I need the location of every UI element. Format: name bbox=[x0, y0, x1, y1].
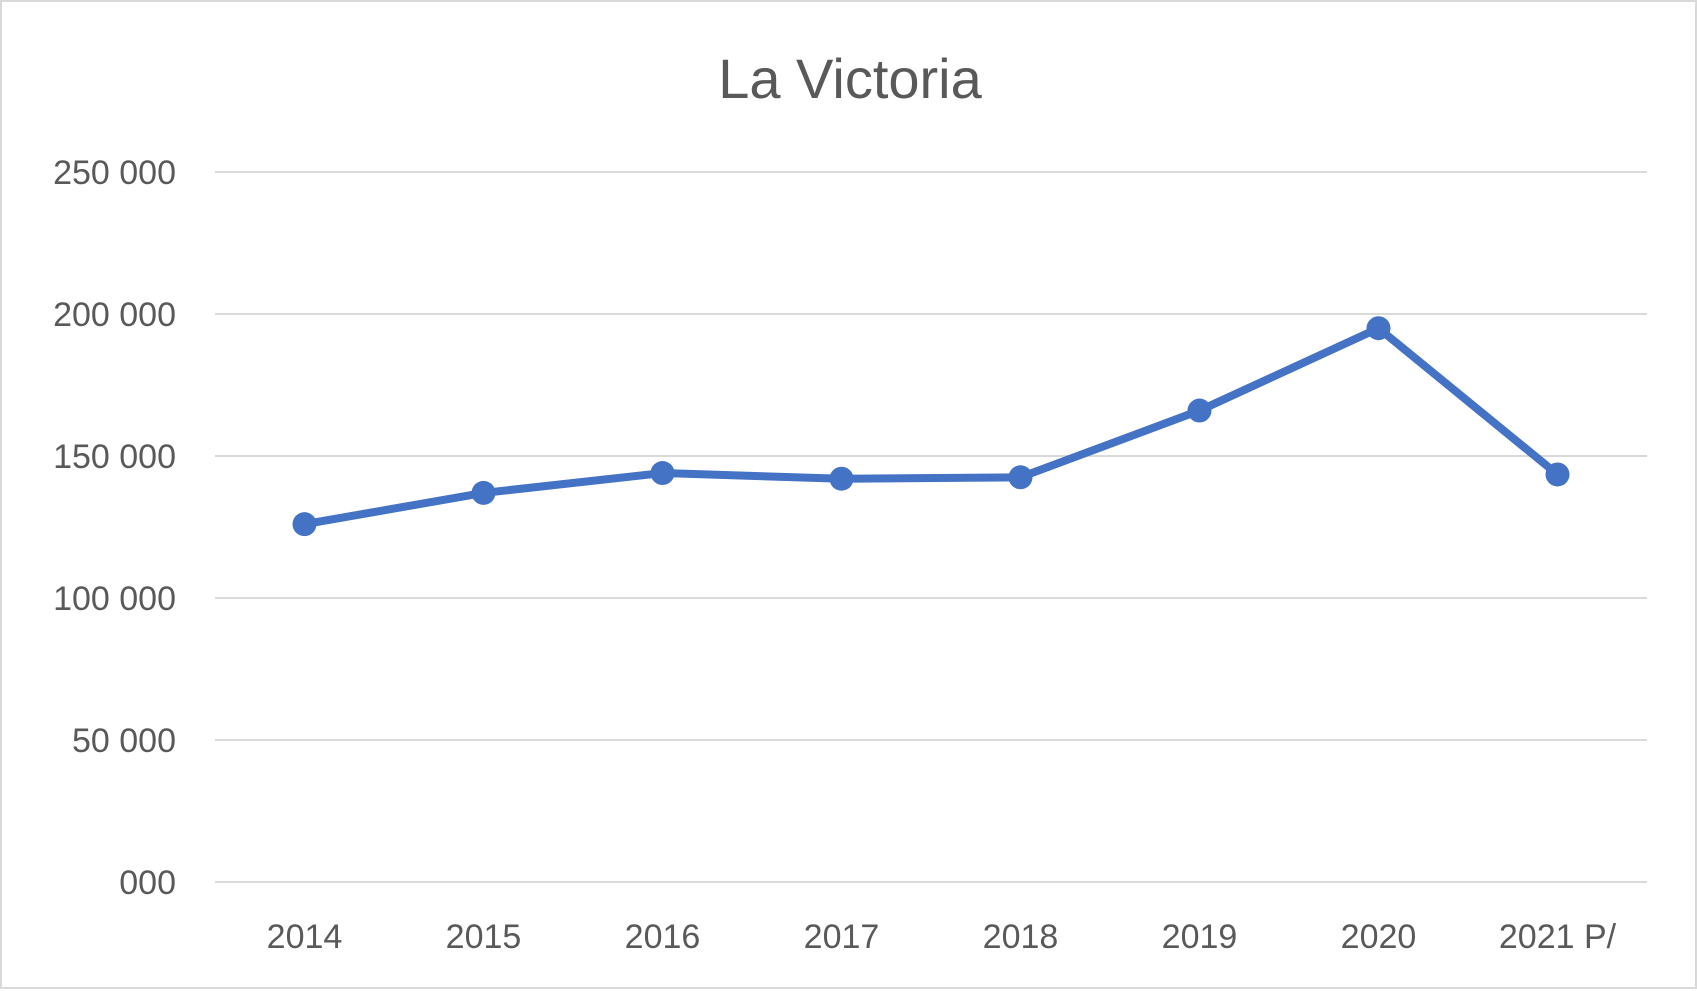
series-layer bbox=[292, 316, 1570, 537]
y-tick-label: 200 000 bbox=[53, 296, 176, 334]
y-tick-label: 50 000 bbox=[72, 722, 176, 760]
data-point-2020 bbox=[1366, 316, 1391, 341]
x-axis: 2014 2015 2016 2017 2018 2019 2020 2021 P/ bbox=[267, 918, 1617, 956]
data-point-2018 bbox=[1008, 465, 1033, 490]
x-tick-label: 2016 bbox=[625, 918, 701, 956]
x-tick-label: 2019 bbox=[1162, 918, 1238, 956]
y-tick-label: 250 000 bbox=[53, 154, 176, 192]
data-point-2021-p bbox=[1545, 462, 1570, 487]
x-tick-label: 2018 bbox=[983, 918, 1059, 956]
data-point-2016 bbox=[650, 461, 675, 486]
x-tick-label: 2014 bbox=[267, 918, 343, 956]
y-tick-label: 000 bbox=[119, 864, 176, 902]
x-tick-label: 2020 bbox=[1341, 918, 1417, 956]
chart-title: La Victoria bbox=[718, 47, 982, 110]
y-tick-label: 100 000 bbox=[53, 580, 176, 618]
data-point-2014 bbox=[292, 512, 317, 537]
x-tick-label: 2021 P/ bbox=[1499, 918, 1617, 956]
y-axis: 000 50 000 100 000 150 000 200 000 250 000 bbox=[53, 154, 176, 902]
y-tick-label: 150 000 bbox=[53, 438, 176, 476]
data-point-2015 bbox=[471, 480, 496, 505]
x-tick-label: 2015 bbox=[446, 918, 522, 956]
data-point-2019 bbox=[1187, 398, 1212, 423]
series-line bbox=[300, 324, 1562, 529]
data-point-2017 bbox=[829, 466, 854, 491]
gridlines bbox=[215, 171, 1647, 883]
x-tick-label: 2017 bbox=[804, 918, 880, 956]
